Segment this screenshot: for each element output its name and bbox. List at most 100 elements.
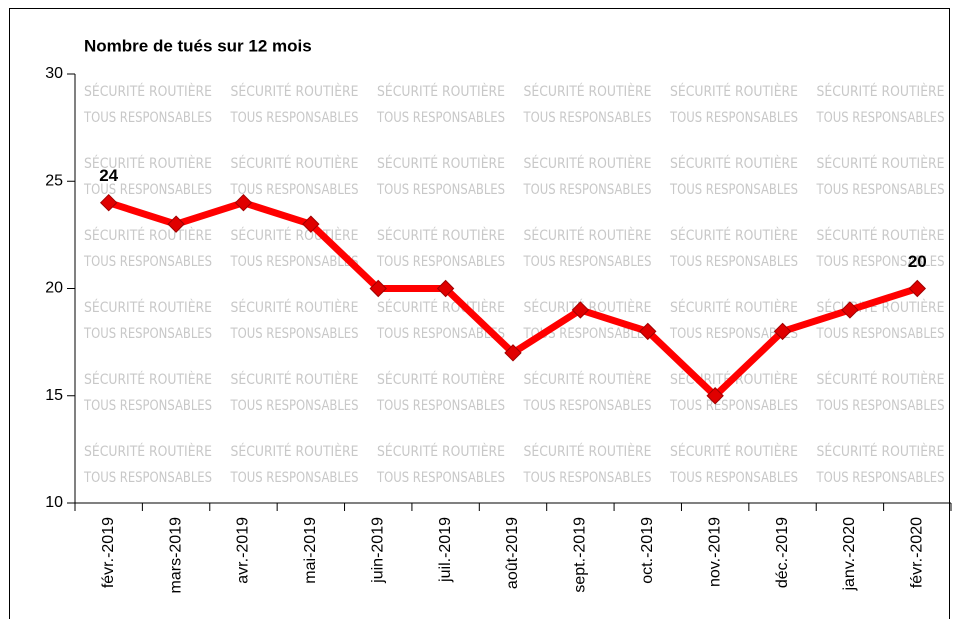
watermark-text: SÉCURITÉ ROUTIÈRE	[377, 371, 505, 388]
data-marker	[167, 215, 185, 233]
watermark-text: TOUS RESPONSABLES	[816, 470, 945, 486]
watermark-text: TOUS RESPONSABLES	[816, 110, 945, 126]
watermark-text: SÉCURITÉ ROUTIÈRE	[231, 443, 359, 460]
watermark-text: SÉCURITÉ ROUTIÈRE	[377, 155, 505, 172]
watermark-text: TOUS RESPONSABLES	[230, 110, 359, 126]
y-tick-label: 30	[45, 65, 63, 82]
watermark-text: SÉCURITÉ ROUTIÈRE	[670, 227, 798, 244]
watermark-text: TOUS RESPONSABLES	[230, 254, 359, 270]
watermark-text: SÉCURITÉ ROUTIÈRE	[817, 443, 945, 460]
x-tick-label: sept.-2019	[572, 517, 589, 593]
watermark-text: TOUS RESPONSABLES	[816, 182, 945, 198]
x-tick-label: mai-2019	[302, 517, 319, 584]
watermark-text: SÉCURITÉ ROUTIÈRE	[524, 83, 652, 100]
data-marker	[908, 279, 927, 298]
watermark-text: TOUS RESPONSABLES	[669, 398, 798, 414]
watermark: SÉCURITÉ ROUTIÈRE TOUS RESPONSABLES SÉCURI…	[83, 83, 944, 486]
watermark-text: SÉCURITÉ ROUTIÈRE	[524, 155, 652, 172]
x-tick-label: févr.-2020	[909, 517, 926, 588]
watermark-text: TOUS RESPONSABLES	[376, 398, 505, 414]
data-marker	[571, 301, 590, 319]
watermark-text: SÉCURITÉ ROUTIÈRE	[84, 227, 212, 244]
watermark-text: TOUS RESPONSABLES	[523, 398, 652, 414]
watermark-text: TOUS RESPONSABLES	[230, 326, 359, 342]
chart-title: Nombre de tués sur 12 mois	[84, 36, 312, 55]
data-label: 20	[908, 252, 927, 271]
chart-frame	[9, 8, 950, 619]
watermark-text: SÉCURITÉ ROUTIÈRE	[84, 443, 212, 460]
watermark-text: TOUS RESPONSABLES	[230, 398, 359, 414]
x-tick-label: déc.-2019	[774, 517, 791, 588]
watermark-text: TOUS RESPONSABLES	[669, 470, 798, 486]
data-marker	[99, 193, 118, 212]
data-marker	[773, 322, 792, 341]
x-tick-label: oct.-2019	[639, 517, 656, 584]
watermark-text: TOUS RESPONSABLES	[83, 182, 212, 198]
data-marker	[504, 344, 522, 362]
watermark-text: TOUS RESPONSABLES	[669, 182, 798, 198]
data-marker	[841, 301, 859, 319]
watermark-text: SÉCURITÉ ROUTIÈRE	[377, 227, 505, 244]
watermark-text: SÉCURITÉ ROUTIÈRE	[84, 371, 212, 388]
watermark-text: SÉCURITÉ ROUTIÈRE	[231, 299, 359, 316]
watermark-text: TOUS RESPONSABLES	[376, 470, 505, 486]
x-tick-label: janv.-2020	[841, 517, 858, 592]
watermark-text: SÉCURITÉ ROUTIÈRE	[524, 227, 652, 244]
y-tick-label: 10	[45, 494, 63, 511]
watermark-text: SÉCURITÉ ROUTIÈRE	[84, 155, 212, 172]
x-tick-label: nov.-2019	[706, 517, 723, 587]
y-tick-label: 25	[45, 172, 63, 189]
watermark-text: TOUS RESPONSABLES	[83, 254, 212, 270]
data-marker	[369, 279, 387, 298]
watermark-text: SÉCURITÉ ROUTIÈRE	[670, 299, 798, 316]
data-marker	[706, 387, 724, 405]
watermark-text: SÉCURITÉ ROUTIÈRE	[524, 299, 652, 316]
watermark-text: SÉCURITÉ ROUTIÈRE	[231, 83, 359, 100]
y-tick-label: 15	[45, 387, 63, 404]
watermark-text: SÉCURITÉ ROUTIÈRE	[817, 83, 945, 100]
watermark-text: SÉCURITÉ ROUTIÈRE	[377, 83, 505, 100]
data-marker	[302, 215, 320, 233]
watermark-text: TOUS RESPONSABLES	[669, 110, 798, 126]
watermark-text: SÉCURITÉ ROUTIÈRE	[670, 443, 798, 460]
watermark-text: TOUS RESPONSABLES	[816, 326, 945, 342]
watermark-text: TOUS RESPONSABLES	[523, 254, 652, 270]
watermark-text: TOUS RESPONSABLES	[83, 110, 212, 126]
watermark-text: TOUS RESPONSABLES	[376, 182, 505, 198]
watermark-text: SÉCURITÉ ROUTIÈRE	[817, 155, 945, 172]
x-tick-label: avr.-2019	[235, 517, 252, 584]
watermark-text: SÉCURITÉ ROUTIÈRE	[377, 443, 505, 460]
x-tick-label: juil.-2019	[437, 517, 454, 583]
watermark-text: TOUS RESPONSABLES	[376, 110, 505, 126]
watermark-text: TOUS RESPONSABLES	[523, 470, 652, 486]
watermark-text: SÉCURITÉ ROUTIÈRE	[670, 155, 798, 172]
watermark-text: TOUS RESPONSABLES	[230, 470, 359, 486]
watermark-text: SÉCURITÉ ROUTIÈRE	[524, 443, 652, 460]
watermark-text: TOUS RESPONSABLES	[523, 182, 652, 198]
watermark-text: SÉCURITÉ ROUTIÈRE	[231, 155, 359, 172]
data-marker	[234, 193, 253, 212]
data-marker	[639, 322, 657, 341]
watermark-text: SÉCURITÉ ROUTIÈRE	[524, 371, 652, 388]
watermark-text: SÉCURITÉ ROUTIÈRE	[817, 227, 945, 244]
watermark-text: SÉCURITÉ ROUTIÈRE	[817, 371, 945, 388]
watermark-text: SÉCURITÉ ROUTIÈRE	[231, 227, 359, 244]
watermark-text: SÉCURITÉ ROUTIÈRE	[670, 83, 798, 100]
watermark-text: SÉCURITÉ ROUTIÈRE	[377, 299, 505, 316]
watermark-text: TOUS RESPONSABLES	[83, 470, 212, 486]
watermark-text: TOUS RESPONSABLES	[230, 182, 359, 198]
data-label: 24	[99, 166, 118, 185]
x-tick-label: juin-2019	[369, 517, 386, 584]
watermark-text: TOUS RESPONSABLES	[816, 398, 945, 414]
watermark-text: TOUS RESPONSABLES	[376, 254, 505, 270]
watermark-text: TOUS RESPONSABLES	[523, 110, 652, 126]
x-tick-label: août-2019	[504, 517, 521, 589]
y-tick-label: 20	[45, 280, 63, 297]
watermark-text: SÉCURITÉ ROUTIÈRE	[84, 83, 212, 100]
watermark-text: SÉCURITÉ ROUTIÈRE	[84, 299, 212, 316]
x-tick-label: févr.-2019	[100, 517, 117, 588]
watermark-text: TOUS RESPONSABLES	[816, 254, 945, 270]
data-marker	[436, 279, 455, 298]
watermark-text: TOUS RESPONSABLES	[83, 326, 212, 342]
